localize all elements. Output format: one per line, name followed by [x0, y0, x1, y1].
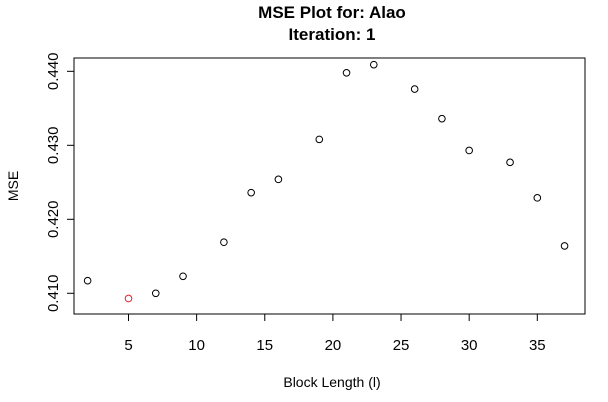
data-point: [438, 114, 446, 123]
y-tick-label: 0.430: [45, 127, 62, 165]
data-point: [124, 294, 133, 303]
y-tick-label: 0.420: [45, 201, 62, 239]
x-tick-label: 20: [325, 337, 342, 354]
x-tick-label: 10: [188, 337, 205, 354]
x-tick-label: 15: [256, 337, 273, 354]
data-point: [220, 238, 228, 247]
chart-title-line-2: Iteration: 1: [289, 25, 376, 44]
x-tick-label: 35: [529, 337, 546, 354]
x-tick-label: 25: [393, 337, 410, 354]
data-point: [342, 68, 351, 77]
x-axis-label: Block Length (l): [283, 374, 380, 390]
data-point: [369, 60, 378, 69]
data-point: [410, 85, 419, 93]
data-point: [560, 242, 569, 250]
data-point: [247, 188, 255, 197]
data-point: [533, 194, 542, 202]
data-point: [179, 272, 187, 281]
y-axis-label: MSE: [5, 171, 21, 201]
y-tick-label: 0.440: [45, 53, 62, 91]
data-points: [83, 60, 569, 303]
data-point: [315, 135, 324, 144]
x-tick-label: 5: [124, 337, 132, 354]
data-point: [465, 146, 473, 155]
chart-title-line-1: MSE Plot for: Alao: [258, 3, 406, 22]
data-point: [83, 276, 92, 285]
data-point: [506, 158, 514, 167]
x-tick-label: 30: [461, 337, 478, 354]
x-axis: 5 10 15 20 25 30 35: [124, 313, 546, 354]
plot-box: [73, 57, 586, 315]
data-point: [151, 289, 160, 298]
y-axis: 0.410 0.420 0.430 0.440: [45, 53, 75, 313]
y-tick-label: 0.410: [45, 275, 62, 313]
data-point: [274, 175, 283, 184]
